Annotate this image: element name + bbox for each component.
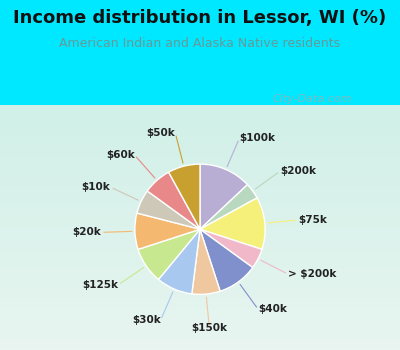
Wedge shape: [137, 191, 200, 229]
Text: $50k: $50k: [147, 128, 175, 138]
Text: City-Data.com: City-Data.com: [272, 94, 352, 105]
Wedge shape: [200, 229, 262, 267]
Text: > $200k: > $200k: [288, 269, 336, 279]
Text: $60k: $60k: [106, 150, 134, 160]
Text: $125k: $125k: [82, 280, 118, 290]
Wedge shape: [200, 185, 257, 229]
Wedge shape: [192, 229, 220, 294]
Text: $150k: $150k: [191, 323, 227, 333]
Wedge shape: [169, 164, 200, 229]
Wedge shape: [200, 229, 253, 291]
Wedge shape: [158, 229, 200, 294]
Text: $30k: $30k: [132, 315, 161, 325]
Text: $10k: $10k: [82, 182, 110, 192]
Wedge shape: [147, 172, 200, 229]
Text: Income distribution in Lessor, WI (%): Income distribution in Lessor, WI (%): [13, 9, 387, 27]
Text: American Indian and Alaska Native residents: American Indian and Alaska Native reside…: [60, 37, 340, 50]
Text: $40k: $40k: [258, 304, 287, 314]
Text: $200k: $200k: [280, 166, 316, 176]
Text: $75k: $75k: [298, 215, 328, 225]
Text: $100k: $100k: [239, 133, 275, 143]
Wedge shape: [200, 198, 265, 250]
Text: $20k: $20k: [72, 228, 101, 237]
Wedge shape: [200, 164, 248, 229]
Wedge shape: [138, 229, 200, 279]
Wedge shape: [135, 213, 200, 250]
